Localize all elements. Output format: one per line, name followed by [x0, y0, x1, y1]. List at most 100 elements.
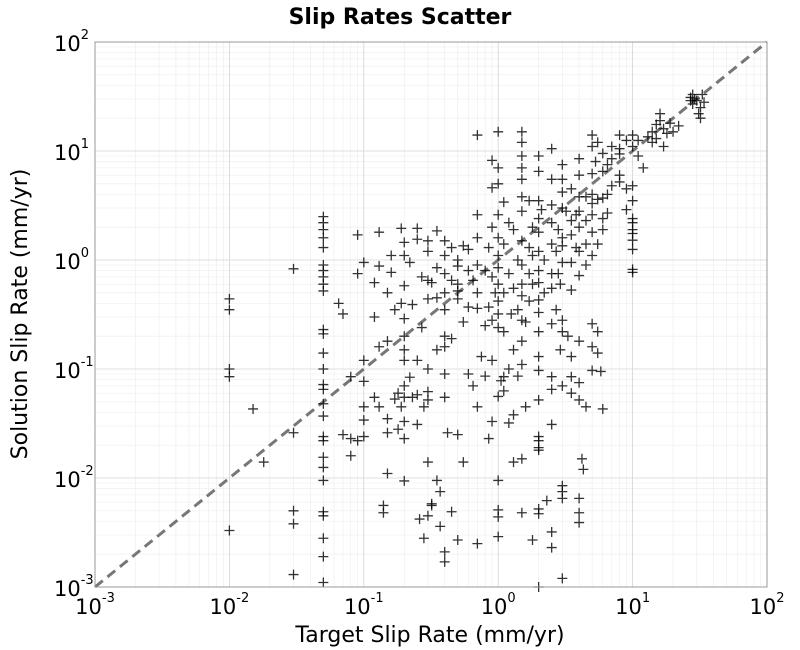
data-point — [574, 270, 585, 281]
data-point — [224, 371, 235, 382]
data-point — [416, 271, 427, 282]
data-point — [472, 538, 483, 549]
data-point — [493, 531, 504, 542]
data-point — [580, 191, 591, 202]
data-point — [580, 401, 591, 412]
data-point — [587, 141, 598, 152]
data-point — [614, 176, 625, 187]
data-point — [446, 275, 457, 286]
data-point — [516, 359, 527, 370]
data-point — [382, 413, 393, 424]
data-point — [627, 267, 638, 278]
data-point — [452, 293, 463, 304]
data-point — [358, 415, 369, 426]
minor-gridlines — [95, 42, 767, 587]
data-point — [503, 417, 514, 428]
data-point — [431, 225, 442, 236]
data-point — [546, 199, 557, 210]
chart-title: Slip Rates Scatter — [289, 5, 512, 30]
data-point — [533, 445, 544, 456]
data-point — [407, 392, 418, 403]
data-point — [288, 505, 299, 516]
data-point — [576, 453, 587, 464]
data-point — [345, 371, 356, 382]
data-point — [546, 143, 557, 154]
data-point — [288, 569, 299, 580]
data-point — [553, 224, 564, 235]
data-point — [597, 224, 608, 235]
data-point — [574, 153, 585, 164]
data-point — [458, 457, 469, 468]
data-point — [472, 130, 483, 141]
data-point — [533, 351, 544, 362]
data-point — [345, 433, 356, 444]
data-point — [557, 159, 568, 170]
data-point — [691, 95, 702, 106]
data-point — [546, 239, 557, 250]
data-point — [561, 206, 572, 217]
data-point — [439, 304, 450, 315]
data-point — [480, 320, 491, 331]
data-point — [638, 162, 649, 173]
data-point — [399, 331, 410, 342]
data-point — [566, 215, 577, 226]
y-tick-label: 10-1 — [54, 355, 94, 383]
data-point — [627, 141, 638, 152]
data-point — [661, 128, 672, 139]
y-axis-label: Solution Slip Rate (mm/yr) — [8, 169, 33, 460]
data-point — [480, 265, 491, 276]
data-point — [524, 195, 535, 206]
data-point — [557, 573, 568, 584]
data-point — [516, 126, 527, 137]
data-point — [557, 380, 568, 391]
data-point — [493, 308, 504, 319]
data-point — [566, 388, 577, 399]
data-point — [551, 304, 562, 315]
data-point — [587, 198, 598, 209]
data-point — [592, 348, 603, 359]
data-point — [439, 368, 450, 379]
data-point — [627, 235, 638, 246]
data-point — [512, 255, 523, 265]
data-point — [493, 232, 504, 243]
data-point — [399, 344, 410, 355]
data-point — [412, 419, 423, 430]
data-point — [288, 518, 299, 529]
data-point — [318, 384, 329, 395]
data-point — [516, 259, 527, 270]
data-point — [647, 126, 658, 137]
data-point — [508, 457, 519, 468]
data-point — [546, 174, 557, 185]
data-point — [533, 246, 544, 257]
data-point — [606, 153, 617, 164]
data-point — [574, 170, 585, 181]
data-point — [546, 542, 557, 553]
data-point — [358, 401, 369, 412]
data-point — [463, 265, 474, 276]
x-tick-label: 100 — [481, 591, 516, 619]
data-point — [358, 355, 369, 366]
data-point — [358, 257, 369, 268]
data-point — [369, 277, 380, 288]
data-point — [527, 279, 538, 290]
reference-line-y-equals-x — [94, 40, 768, 589]
data-point — [512, 371, 523, 382]
data-point — [516, 137, 527, 148]
data-point — [452, 534, 463, 545]
data-point — [369, 392, 380, 403]
data-point — [431, 475, 442, 486]
data-point — [446, 506, 457, 517]
data-point — [318, 242, 329, 253]
data-point — [468, 275, 479, 286]
data-point — [318, 285, 329, 296]
x-tick-label: 101 — [615, 591, 650, 619]
data-point — [524, 296, 535, 307]
data-point — [536, 204, 547, 215]
data-point — [516, 162, 527, 173]
data-point — [412, 234, 423, 245]
data-point — [374, 401, 385, 412]
data-point — [248, 403, 259, 414]
data-point — [524, 242, 535, 253]
data-point — [533, 394, 544, 405]
data-point — [487, 155, 498, 166]
